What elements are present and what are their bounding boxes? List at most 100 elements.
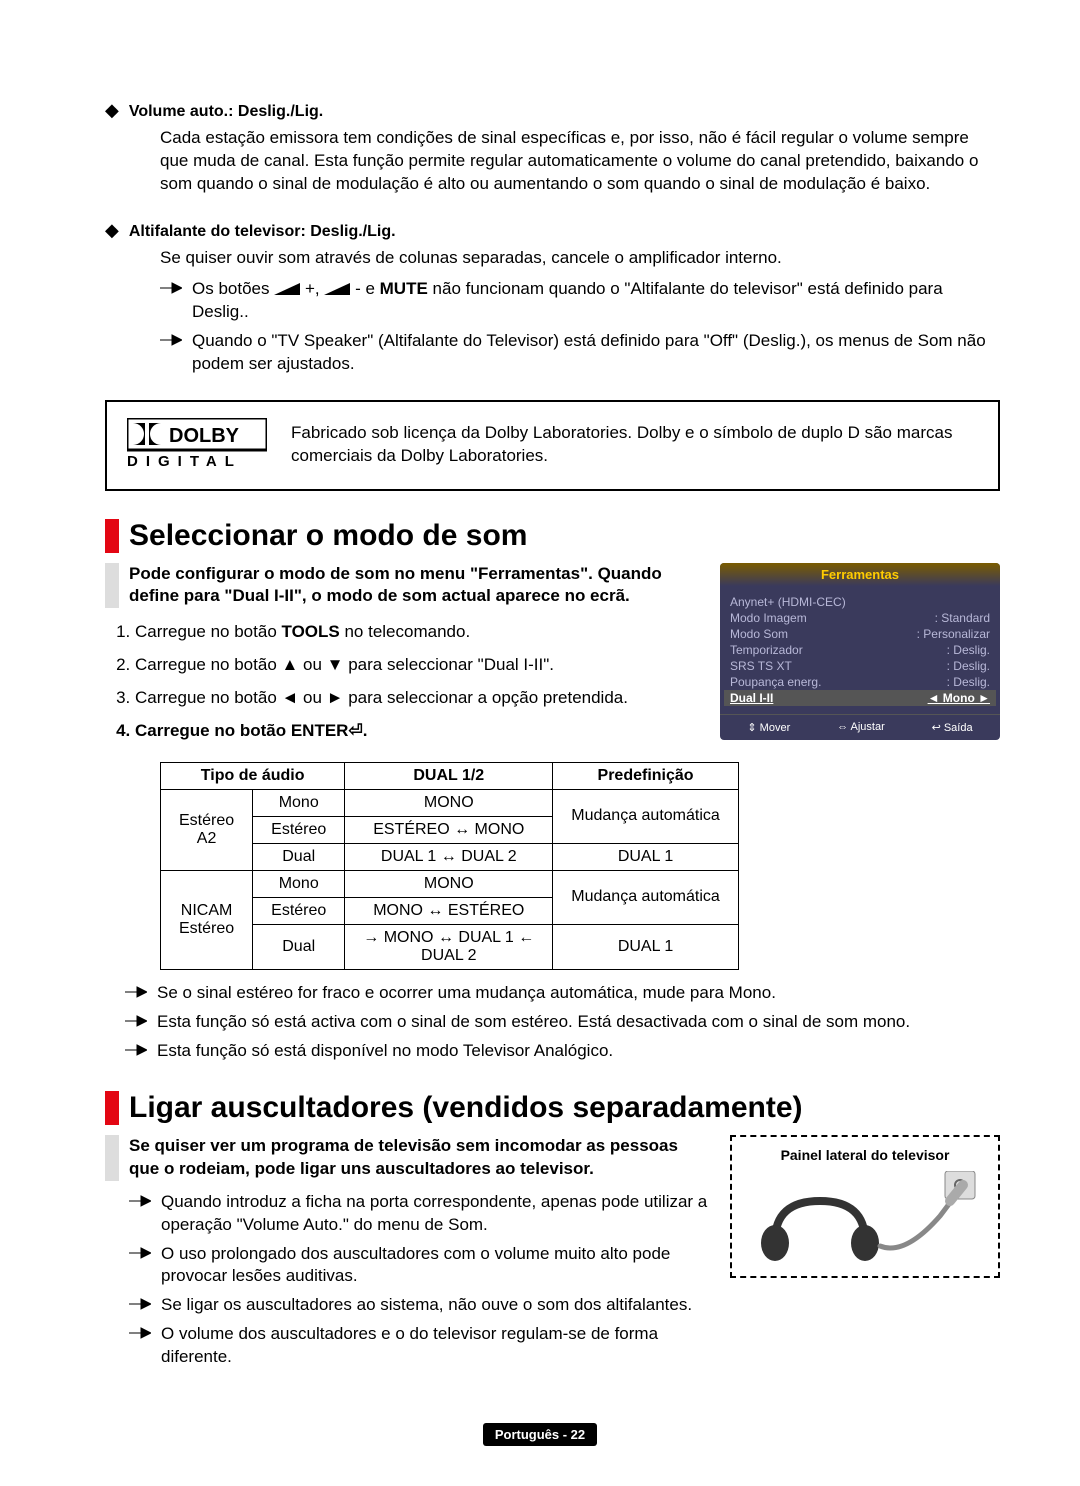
headphone-title: Ligar auscultadores (vendidos separadame… (105, 1091, 1000, 1125)
diamond-icon: ◆ (105, 100, 119, 121)
text: O volume dos auscultadores e o do televi… (161, 1323, 710, 1369)
volume-auto-section: ◆ Volume auto.: Deslig./Lig. Cada estaçã… (105, 100, 1000, 196)
step-2: Carregue no botão ▲ ou ▼ para selecciona… (135, 651, 704, 680)
text: . (363, 721, 368, 740)
text: no telecomando. (340, 622, 470, 641)
note-arrow-icon (160, 334, 182, 346)
text: → MONO ↔ DUAL 1 ← (363, 929, 534, 946)
th-default: Predefinição (553, 762, 739, 789)
text: Esta função só está disponível no modo T… (157, 1040, 613, 1063)
page-footer: Português - 22 (0, 1423, 1080, 1446)
osd-row: Modo Som: Personalizar (730, 626, 990, 642)
sound-mode-intro: Pode configurar o modo de som no menu "F… (105, 563, 704, 609)
th-dual: DUAL 1/2 (345, 762, 553, 789)
cell: DUAL 1 (553, 843, 739, 870)
osd-title: Ferramentas (720, 563, 1000, 586)
note-arrow-icon (129, 1298, 151, 1310)
cell: DUAL 1 (553, 924, 739, 969)
volume-auto-title: Volume auto.: Deslig./Lig. (129, 103, 323, 121)
osd-row: Poupança energ. : Deslig. (730, 674, 990, 690)
enter-icon: ⏎ (348, 721, 362, 740)
tools-label: TOOLS (282, 622, 340, 641)
sound-note-2: Esta função só está activa com o sinal d… (125, 1011, 1000, 1034)
step-4: Carregue no botão ENTER⏎. (135, 717, 704, 746)
cell: MONO (345, 870, 553, 897)
osd-row: Anynet+ (HDMI-CEC) (730, 594, 990, 610)
dolby-text: Fabricado sob licença da Dolby Laborator… (291, 422, 978, 468)
note-arrow-icon (125, 1044, 147, 1056)
text: Esta função só está activa com o sinal d… (157, 1011, 910, 1034)
osd-label: Temporizador (730, 643, 803, 657)
headphone-panel: Painel lateral do televisor (730, 1135, 1000, 1278)
text: Se o sinal estéreo for fraco e ocorrer u… (157, 982, 776, 1005)
dolby-logo: DOLBY DIGITAL (127, 418, 267, 473)
text: Carregue no botão ENTER (135, 721, 348, 740)
headphone-note-2: O uso prolongado dos auscultadores com o… (129, 1243, 710, 1289)
sound-mode-title: Seleccionar o modo de som (105, 519, 1000, 553)
osd-row: SRS TS XT : Deslig. (730, 658, 990, 674)
text: - e (355, 279, 380, 298)
headphone-note-4: O volume dos auscultadores e o do televi… (129, 1323, 710, 1369)
text: Quando introduz a ficha na porta corresp… (161, 1191, 710, 1237)
osd-panel: Ferramentas Anynet+ (HDMI-CEC) Modo Imag… (720, 563, 1000, 740)
text: Carregue no botão (135, 622, 282, 641)
osd-label: SRS TS XT (730, 659, 792, 673)
cell: Mudança automática (553, 789, 739, 843)
osd-foot-move: ⇕ Mover (747, 721, 790, 734)
text: O uso prolongado dos auscultadores com o… (161, 1243, 710, 1289)
step-3: Carregue no botão ◄ ou ► para selecciona… (135, 684, 704, 713)
osd-row: Modo Imagem : Standard (730, 610, 990, 626)
cell: Estéreo (253, 897, 345, 924)
sound-note-3: Esta função só está disponível no modo T… (125, 1040, 1000, 1063)
volume-plus-icon (274, 283, 300, 295)
cell: ESTÉREO ↔ MONO (345, 816, 553, 843)
text: Os botões (192, 279, 274, 298)
svg-text:DIGITAL: DIGITAL (127, 453, 242, 468)
osd-foot-exit: ↩ Saída (932, 721, 973, 734)
osd-label: Poupança energ. (730, 675, 821, 689)
osd-row-highlight: Dual I-II◄ Mono ► (724, 690, 996, 706)
audio-table: Tipo de áudio DUAL 1/2 Predefinição Esté… (160, 762, 739, 970)
tv-speaker-body: Se quiser ouvir som através de colunas s… (160, 247, 1000, 270)
tv-speaker-note-2: Quando o "TV Speaker" (Altifalante do Te… (160, 330, 1000, 376)
note-arrow-icon (125, 1015, 147, 1027)
group-a2: Estéreo A2 (161, 789, 253, 870)
cell: → MONO ↔ DUAL 1 ←DUAL 2 (345, 924, 553, 969)
note-arrow-icon (129, 1327, 151, 1339)
note-arrow-icon (129, 1195, 151, 1207)
osd-value: : Standard (935, 611, 990, 625)
text: +, (305, 279, 324, 298)
note-arrow-icon (129, 1247, 151, 1259)
osd-value: : Deslig. (947, 675, 990, 689)
text: DUAL 2 (421, 947, 476, 964)
headphone-intro: Se quiser ver um programa de televisão s… (105, 1135, 710, 1181)
tv-speaker-note-1: Os botões +, - e MUTE não funcionam quan… (160, 278, 1000, 324)
osd-label: Anynet+ (HDMI-CEC) (730, 595, 846, 609)
text: Se ligar os auscultadores ao sistema, nã… (161, 1294, 692, 1317)
osd-row: Temporizador: Deslig. (730, 642, 990, 658)
sound-notes: Se o sinal estéreo for fraco e ocorrer u… (105, 982, 1000, 1063)
cell: Mono (253, 789, 345, 816)
cell: Estéreo (253, 816, 345, 843)
page-number: Português - 22 (483, 1423, 597, 1446)
steps-list: Carregue no botão TOOLS no telecomando. … (135, 618, 704, 746)
headphone-icon (745, 1171, 985, 1261)
osd-foot-adjust: ⇔ Ajustar (837, 721, 885, 734)
mute-label: MUTE (380, 279, 428, 298)
osd-label: Modo Imagem (730, 611, 807, 625)
panel-label: Painel lateral do televisor (742, 1147, 988, 1163)
cell: Dual (253, 843, 345, 870)
diamond-icon: ◆ (105, 220, 119, 241)
group-nicam: NICAM Estéreo (161, 870, 253, 969)
cell: DUAL 1 ↔ DUAL 2 (345, 843, 553, 870)
tv-speaker-section: ◆ Altifalante do televisor: Deslig./Lig.… (105, 220, 1000, 376)
osd-label: Dual I-II (730, 691, 773, 705)
note-arrow-icon (160, 282, 182, 294)
osd-value: : Deslig. (947, 659, 990, 673)
text: Quando o "TV Speaker" (Altifalante do Te… (192, 330, 1000, 376)
note-arrow-icon (125, 986, 147, 998)
cell: Dual (253, 924, 345, 969)
osd-label: Modo Som (730, 627, 788, 641)
sound-note-1: Se o sinal estéreo for fraco e ocorrer u… (125, 982, 1000, 1005)
headphone-section: Ligar auscultadores (vendidos separadame… (105, 1091, 1000, 1375)
